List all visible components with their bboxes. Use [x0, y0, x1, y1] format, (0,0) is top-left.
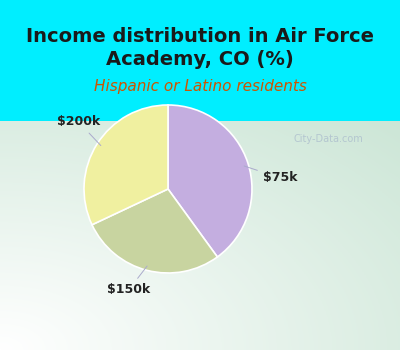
- Wedge shape: [168, 105, 252, 257]
- Text: $200k: $200k: [57, 115, 101, 146]
- Text: $75k: $75k: [244, 166, 297, 184]
- Text: Hispanic or Latino residents: Hispanic or Latino residents: [94, 79, 306, 94]
- Wedge shape: [84, 105, 168, 225]
- Text: City-Data.com: City-Data.com: [293, 134, 363, 144]
- Wedge shape: [92, 189, 217, 273]
- Text: $150k: $150k: [107, 266, 150, 296]
- Text: Income distribution in Air Force
Academy, CO (%): Income distribution in Air Force Academy…: [26, 27, 374, 69]
